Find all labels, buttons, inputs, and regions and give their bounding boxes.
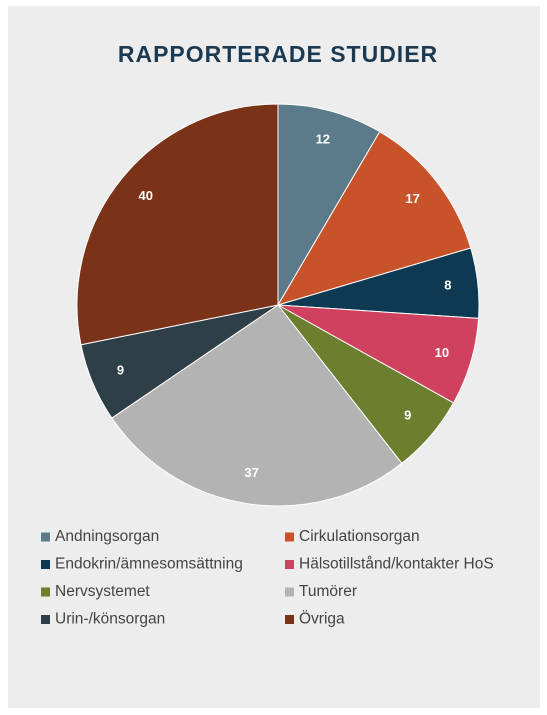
legend-swatch xyxy=(285,587,294,597)
value-label: 17 xyxy=(405,191,419,206)
value-label: 40 xyxy=(139,188,153,203)
value-label: 37 xyxy=(244,465,258,480)
pie-slice xyxy=(111,304,403,507)
value-label: 8 xyxy=(444,278,451,293)
legend-swatch xyxy=(285,532,294,542)
pie-slice xyxy=(76,103,279,346)
legend-label: Hälsotillstånd/kontakter HoS xyxy=(299,556,494,573)
pie-slice xyxy=(276,130,472,306)
legend-label: Tumörer xyxy=(299,583,357,600)
pie-slice xyxy=(277,103,381,307)
legend-swatch xyxy=(41,532,50,542)
legend-label: Endokrin/ämnesomsättning xyxy=(55,556,243,573)
legend-swatch xyxy=(285,615,294,624)
legend-label: Cirkulationsorgan xyxy=(299,528,420,545)
legend-label: Nervsystemet xyxy=(55,583,150,600)
chart-title: RAPPORTERADE STUDIER xyxy=(118,41,438,67)
value-label: 10 xyxy=(435,345,449,360)
legend-label: Andningsorgan xyxy=(55,528,159,545)
legend-swatch xyxy=(41,560,50,569)
legend-swatch xyxy=(41,587,50,597)
value-label: 9 xyxy=(117,363,124,378)
value-label: 12 xyxy=(316,132,330,147)
legend-label: Urin-/könsorgan xyxy=(55,611,165,628)
legend-label: Övriga xyxy=(299,610,345,628)
legend-swatch xyxy=(285,560,294,569)
legend-swatch xyxy=(41,615,50,624)
value-label: 9 xyxy=(404,408,411,423)
